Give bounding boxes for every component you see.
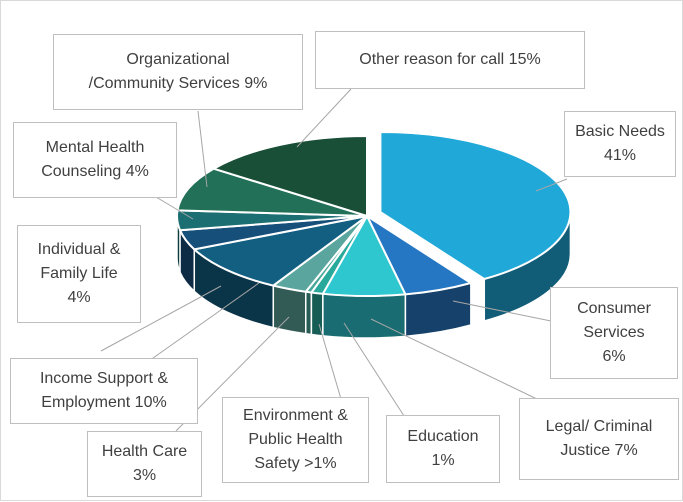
leader-line-consumer	[452, 300, 552, 322]
data-label-line: /Community Services 9%	[88, 75, 268, 92]
pie-slice-org	[176, 167, 368, 217]
data-label-line: Legal/ Criminal	[545, 418, 653, 435]
leader-line-education	[343, 322, 407, 420]
leader-line-mental	[155, 196, 194, 220]
leader-line-environment	[318, 323, 342, 400]
data-label-legal: Legal/ Criminal Justice 7%	[519, 398, 679, 480]
data-label-line: Basic Needs	[575, 123, 665, 140]
data-label-income: Income Support & Employment 10%	[10, 358, 198, 424]
data-label-line: 3%	[132, 467, 157, 484]
data-label-basic: Basic Needs 41%	[564, 111, 676, 177]
data-label-line: Justice 7%	[560, 442, 638, 459]
data-label-org: Organizational/Community Services 9%	[53, 34, 303, 110]
pie-side-education	[310, 291, 324, 337]
leader-line-other	[296, 88, 352, 148]
data-label-line: 6%	[602, 348, 626, 365]
data-label-other: Other reason for call 15%	[315, 31, 585, 89]
data-label-line: Consumer	[577, 300, 651, 317]
pie-sides	[176, 212, 572, 339]
data-label-consumer: Consumer Services 6%	[550, 287, 678, 379]
data-label-line: Education	[407, 428, 479, 445]
data-label-individual: Individual & Family Life 4%	[17, 225, 141, 323]
pie-side-legal	[322, 292, 407, 339]
data-label-healthcare: Health Care 3%	[87, 431, 202, 497]
data-label-line: Services	[583, 324, 645, 341]
data-label-line: Health Care	[101, 443, 188, 460]
data-label-mental: Mental Health Counseling 4%	[13, 122, 177, 198]
data-label-line: Income Support &	[39, 370, 169, 387]
data-label-line: Public Health	[248, 431, 343, 448]
data-label-education: Education 1%	[386, 415, 500, 483]
data-label-line: Family Life	[40, 265, 118, 282]
leader-line-basic	[535, 178, 568, 192]
pie-slice-other	[212, 135, 368, 217]
data-label-line: Other reason for call 15%	[359, 51, 541, 68]
pie-side-healthcare	[272, 284, 307, 335]
leader-line-org	[197, 110, 208, 188]
pie-side-environment	[305, 290, 313, 336]
data-label-line: 4%	[67, 289, 91, 306]
leader-line-individual	[100, 285, 222, 352]
leader-line-legal	[370, 318, 542, 402]
data-label-line: Employment 10%	[41, 394, 167, 411]
data-label-line: 41%	[603, 147, 637, 164]
leader-line-income	[145, 282, 260, 364]
pie-tops	[176, 131, 572, 297]
data-label-line: Safety >1%	[254, 455, 337, 472]
data-label-line: Environment &	[243, 407, 348, 424]
data-label-line: Individual &	[37, 241, 121, 258]
data-label-environment: Environment & Public Health Safety >1%	[222, 397, 369, 483]
data-label-line: Counseling 4%	[41, 163, 149, 180]
pie-slice-basic	[379, 131, 572, 280]
data-label-line: Organizational	[126, 51, 230, 68]
pie-slice-income	[193, 215, 368, 287]
data-label-line: Mental Health	[45, 139, 145, 156]
leader-lines	[100, 88, 568, 432]
data-label-line: 1%	[431, 452, 455, 469]
